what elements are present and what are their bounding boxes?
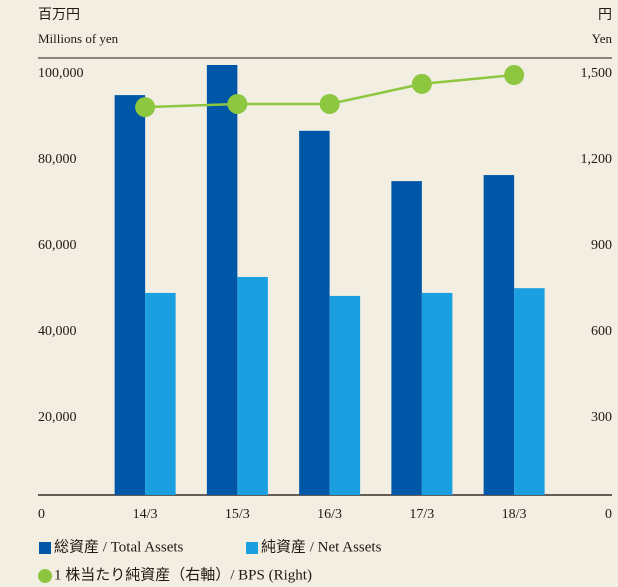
bar — [329, 295, 361, 495]
bps-point — [319, 93, 340, 114]
legend-label: 純資産 / Net Assets — [261, 538, 382, 555]
y-unit: 百万円 — [38, 7, 80, 23]
y2-tick-label: 0 — [605, 507, 612, 522]
y2-tick-label: 1,500 — [581, 66, 613, 81]
x-tick-label: 15/3 — [225, 507, 250, 522]
legend-label: 1 株当たり純資産（右軸）/ BPS (Right) — [54, 566, 312, 583]
bps-point — [411, 73, 432, 94]
x-tick-label: 16/3 — [317, 507, 342, 522]
bar — [237, 276, 268, 495]
legend-swatch — [246, 542, 258, 554]
y-tick-label: 0 — [38, 507, 45, 522]
y-tick-label: 60,000 — [38, 238, 77, 253]
legend-swatch — [39, 542, 51, 554]
y2-tick-label: 300 — [591, 410, 612, 425]
legend-label: 総資産 / Total Assets — [54, 538, 184, 555]
y2-label: Yen — [592, 31, 613, 46]
bar — [206, 65, 238, 495]
y-label: Millions of yen — [38, 31, 119, 46]
bps-point — [227, 93, 248, 114]
bar — [483, 175, 515, 495]
y2-tick-label: 1,200 — [581, 152, 613, 167]
y-tick-label: 40,000 — [38, 324, 77, 339]
bar — [391, 181, 422, 495]
y-tick-label: 20,000 — [38, 410, 77, 425]
y2-unit: 円 — [598, 8, 612, 23]
y-tick-label: 100,000 — [38, 66, 84, 81]
x-tick-label: 18/3 — [502, 507, 527, 522]
bar — [514, 288, 545, 495]
y2-tick-label: 600 — [591, 324, 612, 339]
bar — [145, 292, 176, 495]
legend-swatch — [38, 569, 52, 583]
x-tick-label: 17/3 — [409, 507, 434, 522]
bar — [114, 95, 146, 495]
bar — [421, 292, 453, 495]
y-tick-label: 80,000 — [38, 152, 77, 167]
y2-tick-label: 900 — [591, 238, 612, 253]
bar — [299, 130, 330, 496]
bps-point — [504, 65, 525, 86]
bps-point — [135, 97, 156, 118]
x-tick-label: 14/3 — [133, 507, 158, 522]
